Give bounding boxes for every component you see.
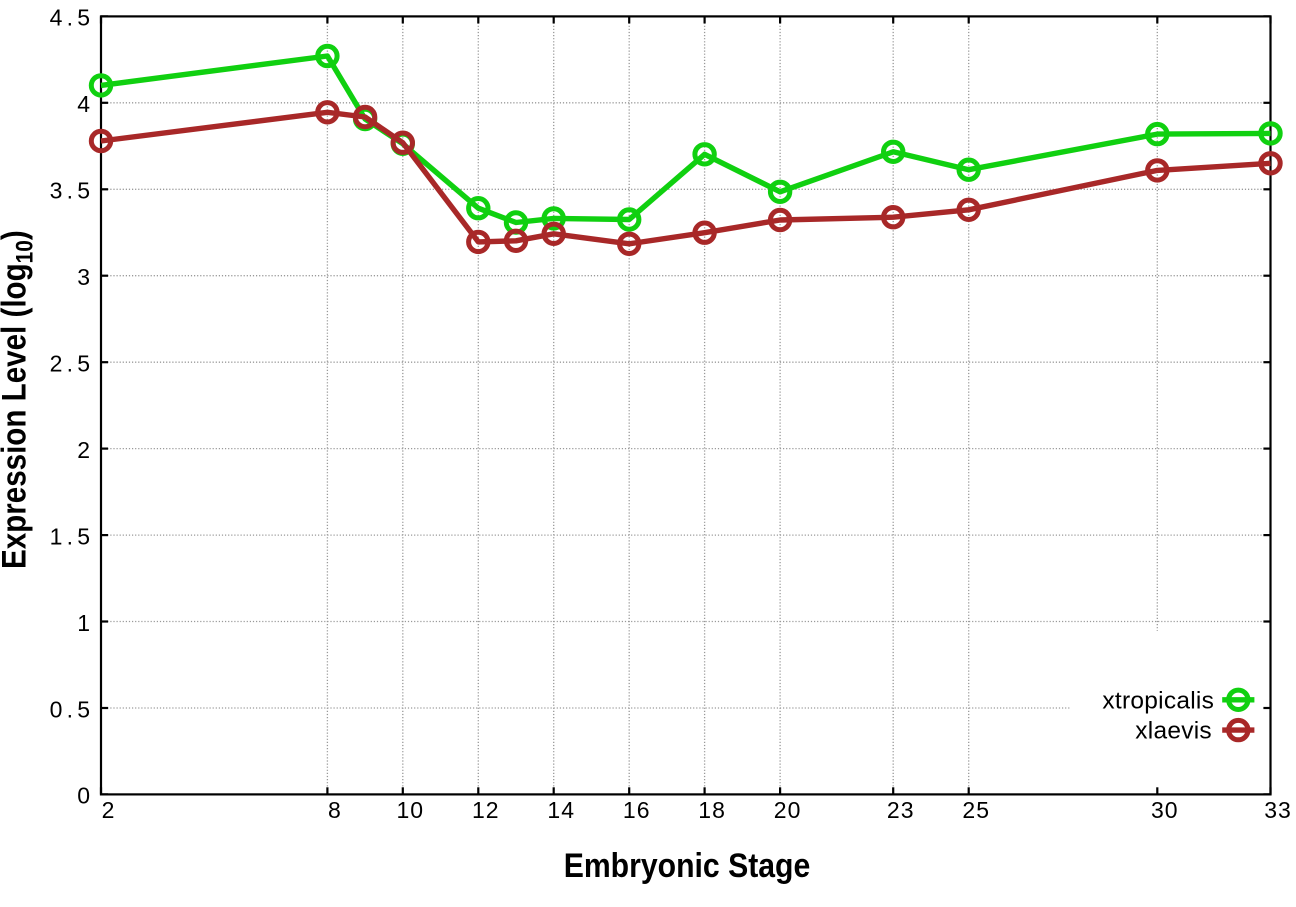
svg-text:0: 0 [50, 696, 63, 722]
svg-text:5: 5 [77, 178, 90, 204]
svg-text:2: 2 [887, 797, 900, 823]
svg-text:0: 0 [410, 797, 423, 823]
svg-text:4: 4 [77, 91, 90, 117]
svg-text:6: 6 [637, 797, 650, 823]
svg-text:3: 3 [901, 797, 914, 823]
svg-text:2: 2 [486, 797, 499, 823]
svg-text:5: 5 [976, 797, 989, 823]
svg-text:3: 3 [50, 178, 63, 204]
svg-text:0: 0 [77, 783, 90, 809]
svg-text:5: 5 [77, 696, 90, 722]
svg-text:0: 0 [1165, 797, 1178, 823]
svg-text:3: 3 [1278, 797, 1291, 823]
svg-text:4: 4 [50, 5, 63, 31]
svg-text:1: 1 [547, 797, 560, 823]
svg-text:.: . [67, 696, 73, 722]
svg-text:Embryonic Stage: Embryonic Stage [564, 846, 811, 884]
svg-text:2: 2 [102, 797, 115, 823]
svg-text:.: . [67, 178, 73, 204]
svg-text:Expression Level (log10): Expression Level (log10) [0, 230, 38, 569]
svg-text:4: 4 [561, 797, 574, 823]
svg-text:3: 3 [77, 264, 90, 290]
svg-text:2: 2 [774, 797, 787, 823]
svg-text:3: 3 [1151, 797, 1164, 823]
svg-text:2: 2 [50, 351, 63, 377]
svg-text:8: 8 [712, 797, 725, 823]
svg-text:0: 0 [788, 797, 801, 823]
svg-text:2: 2 [77, 437, 90, 463]
svg-text:3: 3 [1264, 797, 1277, 823]
svg-text:1: 1 [397, 797, 410, 823]
svg-text:.: . [67, 351, 73, 377]
svg-text:8: 8 [328, 797, 341, 823]
svg-text:.: . [67, 523, 73, 549]
svg-text:1: 1 [50, 523, 63, 549]
svg-text:xlaevis: xlaevis [1135, 718, 1212, 745]
svg-text:5: 5 [77, 5, 90, 31]
svg-text:5: 5 [77, 351, 90, 377]
svg-text:5: 5 [77, 523, 90, 549]
svg-text:1: 1 [698, 797, 711, 823]
svg-text:1: 1 [472, 797, 485, 823]
svg-text:2: 2 [962, 797, 975, 823]
svg-text:1: 1 [77, 610, 90, 636]
svg-text:1: 1 [623, 797, 636, 823]
svg-text:.: . [67, 5, 73, 31]
svg-text:xtropicalis: xtropicalis [1102, 687, 1214, 714]
